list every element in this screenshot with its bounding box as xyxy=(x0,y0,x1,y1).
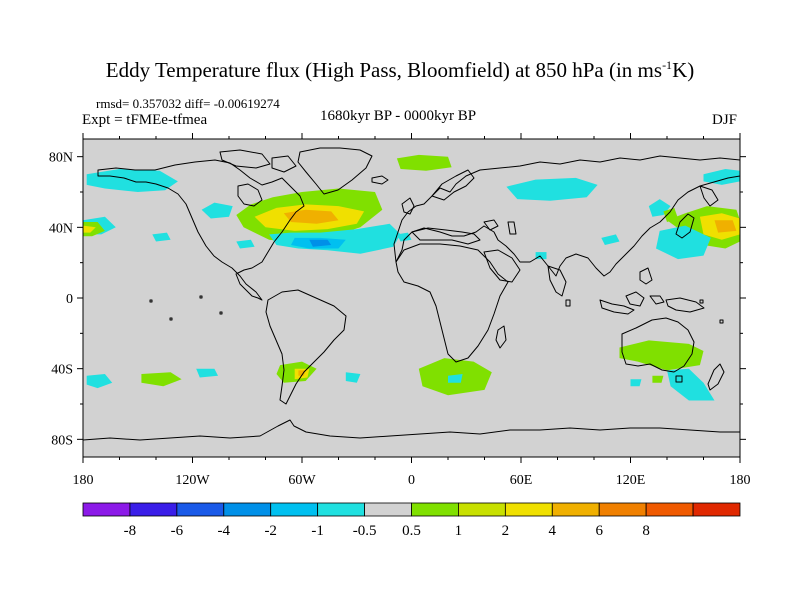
anomaly-region xyxy=(201,202,233,219)
anomaly-region xyxy=(345,372,361,383)
y-tick-label: 40S xyxy=(51,363,73,378)
colorbar-label: -2 xyxy=(264,523,277,539)
coastline-kamchatka xyxy=(699,185,719,207)
anomaly-region xyxy=(141,372,182,387)
season-label: DJF xyxy=(712,112,738,128)
coastline-antarctica xyxy=(83,419,740,441)
colorbar-label: -0.5 xyxy=(353,523,377,539)
colorbar-swatch xyxy=(82,502,131,517)
coastline-north-america xyxy=(97,159,305,301)
x-tick-label: 180 xyxy=(73,473,94,488)
coastline-black-caspian xyxy=(483,219,517,235)
coastline-scandinavia xyxy=(431,169,475,201)
colorbar-swatch xyxy=(458,502,506,517)
anomaly-region xyxy=(667,368,715,401)
coastline-japan xyxy=(675,213,695,239)
anomaly-region xyxy=(663,207,678,222)
coastline-new-zealand xyxy=(707,363,725,391)
anomaly-region xyxy=(630,379,642,387)
coastline-australia xyxy=(621,317,695,373)
colorbar-label: -6 xyxy=(171,523,184,539)
x-tick-label: 0 xyxy=(408,473,415,488)
y-tick-label: 80S xyxy=(51,433,73,448)
coastline-mediterranean xyxy=(411,227,481,245)
colorbar-swatch xyxy=(692,502,741,517)
anomaly-region xyxy=(86,374,113,389)
map-title: Eddy Temperature flux (High Pass, Bloomf… xyxy=(105,58,695,82)
x-tick-label: 60W xyxy=(288,473,316,488)
colorbar-swatch xyxy=(598,502,647,517)
y-tick-label: 80N xyxy=(49,151,73,166)
colorbar-label: 2 xyxy=(502,523,510,539)
coastline-tasmania xyxy=(675,375,683,383)
coastline-south-america xyxy=(265,289,347,405)
coastline-madagascar xyxy=(495,325,507,349)
coastline-arabia xyxy=(483,249,521,283)
colorbar-swatch xyxy=(411,502,459,517)
coastline-british-isles xyxy=(401,197,415,215)
colorbar-swatch xyxy=(504,502,553,517)
x-tick-label: 120W xyxy=(175,473,210,488)
x-tick-label: 120E xyxy=(616,473,646,488)
coastline-pacific-islands xyxy=(149,295,724,324)
coastline-hudson-bay xyxy=(237,183,263,207)
colorbar-label: 8 xyxy=(642,523,650,539)
anomaly-region xyxy=(656,225,711,260)
colorbar-swatch xyxy=(270,502,319,517)
coastline-africa xyxy=(395,243,509,363)
colorbar: -8 -6 -4 -2 -1 -0.5 0.5 1 2 4 6 8 xyxy=(82,502,741,539)
coastline-iceland xyxy=(371,175,389,185)
colorbar-label: -4 xyxy=(218,523,231,539)
colorbar-label: 6 xyxy=(595,523,603,539)
y-tick-label: 40N xyxy=(49,221,73,236)
coastline-arctic-islands xyxy=(219,149,297,173)
map-background xyxy=(83,139,740,457)
anomaly-region xyxy=(506,177,598,201)
longitude-axis: 180 120W 60W 0 60E 120E 180 xyxy=(73,133,751,488)
anomaly-region xyxy=(83,225,96,233)
coastline-india xyxy=(547,265,567,297)
colorbar-label: 4 xyxy=(549,523,557,539)
anomaly-region xyxy=(152,232,171,242)
rmsd-diff-label: rmsd= 0.357032 diff= -0.00619274 xyxy=(96,96,280,111)
x-tick-label: 60E xyxy=(510,473,533,488)
anomaly-region xyxy=(619,340,704,371)
anomaly-region xyxy=(283,209,339,224)
anomaly-region xyxy=(236,239,255,249)
anomaly-regions xyxy=(83,154,740,401)
anomaly-region xyxy=(83,222,105,237)
anomaly-region xyxy=(652,375,664,383)
colorbar-label: -8 xyxy=(124,523,137,539)
coastline-sri-lanka xyxy=(565,299,571,307)
colorbar-label: -1 xyxy=(311,523,324,539)
coastline-eurasia xyxy=(393,155,740,277)
colorbar-swatch xyxy=(176,502,225,517)
coastline-greenland xyxy=(297,147,373,195)
anomaly-region xyxy=(714,220,737,233)
latitude-axis: 80N 40N 0 40S 80S xyxy=(49,151,746,448)
experiment-label: Expt = tFMEe-tfmea xyxy=(82,112,208,128)
coastlines xyxy=(83,147,740,441)
period-label: 1680kyr BP - 0000kyr BP xyxy=(320,108,477,124)
anomaly-region xyxy=(309,239,332,247)
colorbar-swatch xyxy=(364,502,412,517)
colorbar-swatch xyxy=(129,502,178,517)
coastline-indonesia xyxy=(599,267,705,315)
colorbar-swatch xyxy=(223,502,272,517)
anomaly-region xyxy=(196,368,218,378)
colorbar-label: 0.5 xyxy=(402,523,421,539)
anomaly-region xyxy=(448,374,463,383)
y-tick-label: 0 xyxy=(66,292,73,307)
colorbar-swatch xyxy=(645,502,694,517)
colorbar-label: 1 xyxy=(455,523,463,539)
colorbar-swatch xyxy=(551,502,600,517)
anomaly-region xyxy=(601,234,620,245)
colorbar-swatch xyxy=(317,502,365,517)
anomaly-region xyxy=(703,169,740,185)
x-tick-label: 180 xyxy=(730,473,751,488)
anomaly-region xyxy=(396,232,412,242)
anomaly-region xyxy=(396,154,452,171)
